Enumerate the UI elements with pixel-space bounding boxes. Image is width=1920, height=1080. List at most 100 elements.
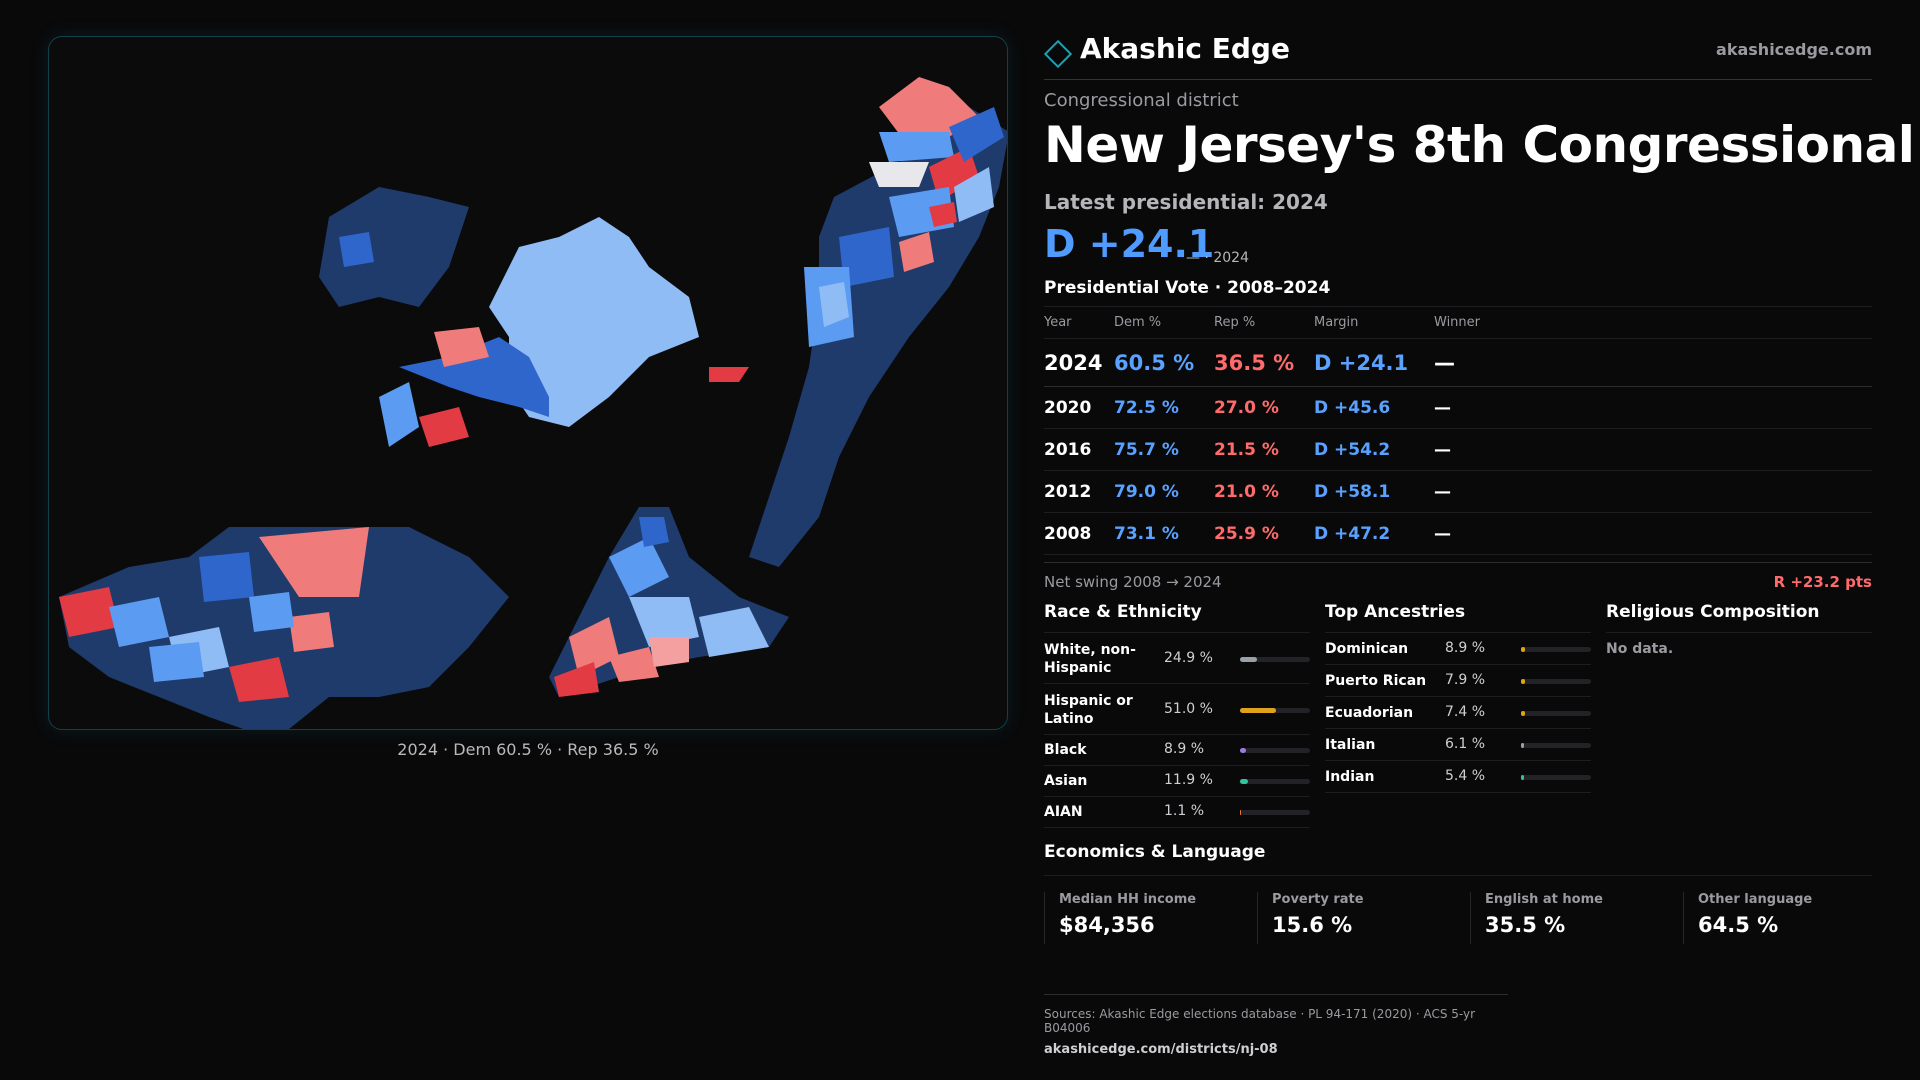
table-header-row: Year Dem % Rep % Margin Winner: [1044, 306, 1872, 339]
map-region-central: [319, 187, 749, 447]
stat-label: Poverty rate: [1272, 892, 1364, 907]
cell-winner: —: [1434, 512, 1872, 555]
ancestry-name: Dominican: [1325, 641, 1409, 657]
race-bar-fill: [1240, 657, 1258, 662]
footer-url-link[interactable]: akashicedge.com/districts/nj-08: [1044, 1042, 1278, 1057]
ancestry-bar-fill: [1521, 647, 1526, 652]
top-ancestries-title: Top Ancestries: [1325, 600, 1591, 633]
cell-dem: 79.0 %: [1114, 470, 1214, 513]
table-row: 2016 75.7 % 21.5 % D +54.2 —: [1044, 428, 1872, 471]
presidential-vote-title: Presidential Vote · 2008–2024: [1044, 278, 1331, 298]
district-profile-panel: Akashic Edge akashicedge.com Congression…: [1044, 0, 1920, 1080]
cell-winner: —: [1434, 428, 1872, 471]
race-value: 51.0 %: [1164, 701, 1213, 717]
map-region-southwest: [59, 527, 509, 729]
ancestry-bar-fill: [1521, 711, 1525, 716]
ancestry-row: Italian 6.1 %: [1325, 729, 1591, 761]
cell-rep: 21.5 %: [1214, 428, 1314, 471]
religious-composition-title: Religious Composition: [1606, 600, 1872, 633]
race-row: Hispanic or Latino 51.0 %: [1044, 684, 1310, 735]
latest-presidential-label: Latest presidential: 2024: [1044, 190, 1328, 214]
brand-url-link[interactable]: akashicedge.com: [1716, 40, 1872, 59]
ancestry-bar-fill: [1521, 775, 1524, 780]
cell-margin: D +47.2: [1314, 512, 1434, 555]
top-ancestries-section: Top Ancestries Dominican 8.9 % Puerto Ri…: [1325, 600, 1591, 793]
footer-sources: Sources: Akashic Edge elections database…: [1044, 1007, 1476, 1035]
race-ethnicity-section: Race & Ethnicity White, non-Hispanic 24.…: [1044, 600, 1310, 828]
race-row: AIAN 1.1 %: [1044, 797, 1310, 828]
ancestry-bar-fill: [1521, 743, 1524, 748]
cell-dem: 60.5 %: [1114, 338, 1214, 387]
table-row: 2008 73.1 % 25.9 % D +47.2 —: [1044, 512, 1872, 555]
column-header-rep: Rep %: [1214, 306, 1314, 339]
race-bar-fill: [1240, 779, 1249, 784]
ancestry-value: 6.1 %: [1445, 736, 1486, 752]
stat-median-income: Median HH income $84,356: [1044, 892, 1256, 944]
column-header-dem: Dem %: [1114, 306, 1214, 339]
race-value: 11.9 %: [1164, 772, 1213, 788]
latest-margin-subtext: — · 2024: [1186, 250, 1249, 266]
ancestry-name: Puerto Rican: [1325, 673, 1427, 689]
cell-year: 2012: [1044, 470, 1114, 513]
cell-winner: —: [1434, 338, 1872, 387]
stat-other-language: Other language 64.5 %: [1683, 892, 1895, 944]
race-name: Hispanic or Latino: [1044, 693, 1133, 727]
race-bar-fill: [1240, 748, 1247, 753]
stat-label: Other language: [1698, 892, 1813, 907]
stat-value: 15.6 %: [1272, 913, 1353, 937]
ancestry-name: Ecuadorian: [1325, 705, 1414, 721]
religious-composition-section: Religious Composition No data.: [1606, 600, 1872, 657]
diamond-logo-icon: [1044, 39, 1073, 69]
ancestry-bar-track: [1521, 775, 1591, 780]
net-swing-row: Net swing 2008 → 2024 R +23.2 pts: [1044, 562, 1872, 592]
ancestry-name: Indian: [1325, 769, 1375, 785]
stat-value: 64.5 %: [1698, 913, 1779, 937]
ancestry-bar-track: [1521, 679, 1591, 684]
race-value: 8.9 %: [1164, 741, 1205, 757]
race-row: Black 8.9 %: [1044, 735, 1310, 766]
presidential-vote-table: Year Dem % Rep % Margin Winner 2024 60.5…: [1044, 306, 1872, 555]
ancestry-name: Italian: [1325, 737, 1376, 753]
cell-rep: 21.0 %: [1214, 470, 1314, 513]
race-bar-fill: [1240, 708, 1276, 713]
ancestry-value: 5.4 %: [1445, 768, 1486, 784]
district-map[interactable]: [48, 36, 1008, 730]
race-row: Asian 11.9 %: [1044, 766, 1310, 797]
cell-rep: 27.0 %: [1214, 386, 1314, 429]
table-row: 2024 60.5 % 36.5 % D +24.1 —: [1044, 338, 1872, 387]
table-row: 2012 79.0 % 21.0 % D +58.1 —: [1044, 470, 1872, 513]
precinct-map-svg: [59, 77, 1007, 729]
brand-name: Akashic Edge: [1080, 32, 1290, 65]
cell-year: 2024: [1044, 338, 1114, 387]
religion-empty-text: No data.: [1606, 641, 1674, 657]
footer: Sources: Akashic Edge elections database…: [1044, 994, 1508, 1057]
race-name: Asian: [1044, 773, 1088, 789]
race-bar-track: [1240, 810, 1310, 815]
cell-winner: —: [1434, 470, 1872, 513]
stat-poverty-rate: Poverty rate 15.6 %: [1257, 892, 1469, 944]
cell-year: 2016: [1044, 428, 1114, 471]
race-name: Black: [1044, 742, 1087, 758]
stat-label: Median HH income: [1059, 892, 1197, 907]
race-ethnicity-title: Race & Ethnicity: [1044, 600, 1310, 633]
ancestry-row: Puerto Rican 7.9 %: [1325, 665, 1591, 697]
cell-dem: 73.1 %: [1114, 512, 1214, 555]
race-value: 24.9 %: [1164, 650, 1213, 666]
economics-language-title: Economics & Language: [1044, 842, 1872, 876]
page-title: New Jersey's 8th Congressional District: [1044, 116, 1920, 174]
cell-margin: D +24.1: [1314, 338, 1434, 387]
cell-margin: D +58.1: [1314, 470, 1434, 513]
map-region-south-peninsula: [549, 507, 789, 697]
cell-winner: —: [1434, 386, 1872, 429]
stat-label: English at home: [1485, 892, 1603, 907]
map-region-northeast: [749, 77, 1007, 567]
race-bar-track: [1240, 708, 1310, 713]
column-header-winner: Winner: [1434, 306, 1872, 339]
cell-year: 2020: [1044, 386, 1114, 429]
cell-year: 2008: [1044, 512, 1114, 555]
net-swing-label: Net swing 2008 → 2024: [1044, 573, 1222, 591]
cell-margin: D +54.2: [1314, 428, 1434, 471]
cell-rep: 25.9 %: [1214, 512, 1314, 555]
race-bar-track: [1240, 748, 1310, 753]
net-swing-value: R +23.2 pts: [1773, 573, 1872, 591]
